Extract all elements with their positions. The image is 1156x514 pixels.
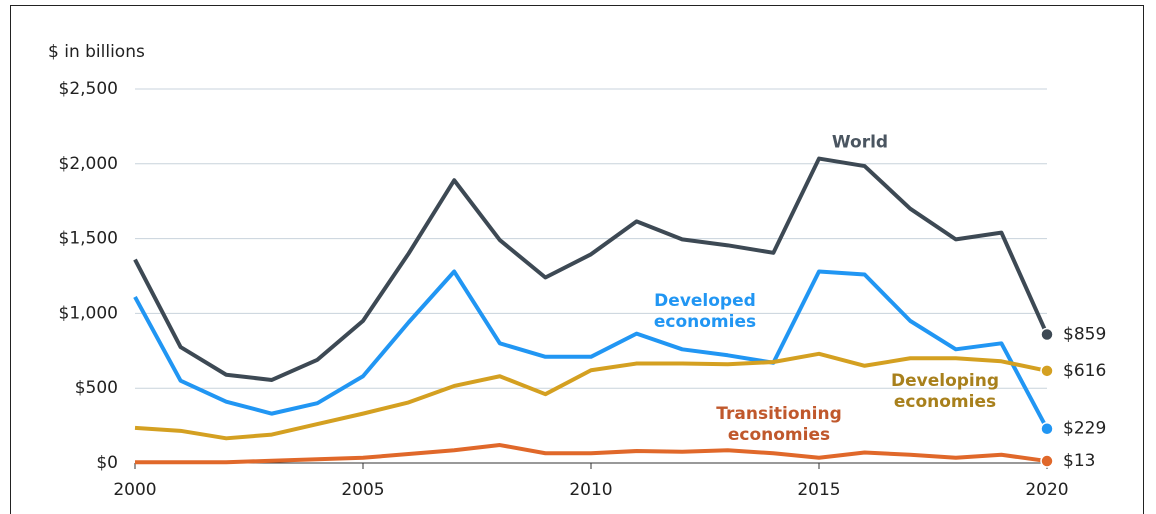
series-line bbox=[134, 351, 1048, 441]
y-axis-label: $ in billions bbox=[48, 42, 145, 62]
x-tick-label: 2000 bbox=[113, 480, 156, 500]
value-label: $13 bbox=[1063, 451, 1095, 471]
value-label: $859 bbox=[1063, 324, 1106, 344]
y-tick-label: $1,000 bbox=[59, 303, 118, 323]
x-tick-label: 2005 bbox=[341, 480, 384, 500]
frame bbox=[10, 5, 1144, 514]
series-label: Developed economies bbox=[653, 291, 757, 332]
end-dot bbox=[1040, 364, 1054, 378]
series-line bbox=[133, 156, 1049, 382]
series-line bbox=[135, 443, 1048, 465]
y-tick-label: $0 bbox=[96, 453, 118, 473]
value-label: $229 bbox=[1063, 419, 1106, 439]
series-label: Developing economies bbox=[890, 371, 1000, 412]
end-dot bbox=[1040, 327, 1054, 342]
series-line bbox=[133, 269, 1049, 430]
value-label: $616 bbox=[1063, 361, 1106, 381]
y-tick-label: $2,000 bbox=[59, 154, 118, 174]
series-label: World bbox=[831, 132, 889, 153]
x-tick-label: 2010 bbox=[569, 480, 612, 500]
y-tick-label: $2,500 bbox=[59, 79, 118, 99]
y-tick-label: $500 bbox=[75, 378, 118, 398]
x-tick-label: 2020 bbox=[1025, 480, 1068, 500]
end-dot bbox=[1040, 421, 1054, 436]
x-tick-label: 2015 bbox=[797, 480, 840, 500]
series-label: Transitioning economies bbox=[716, 404, 842, 445]
end-dot bbox=[1040, 454, 1054, 468]
y-tick-label: $1,500 bbox=[59, 229, 118, 249]
